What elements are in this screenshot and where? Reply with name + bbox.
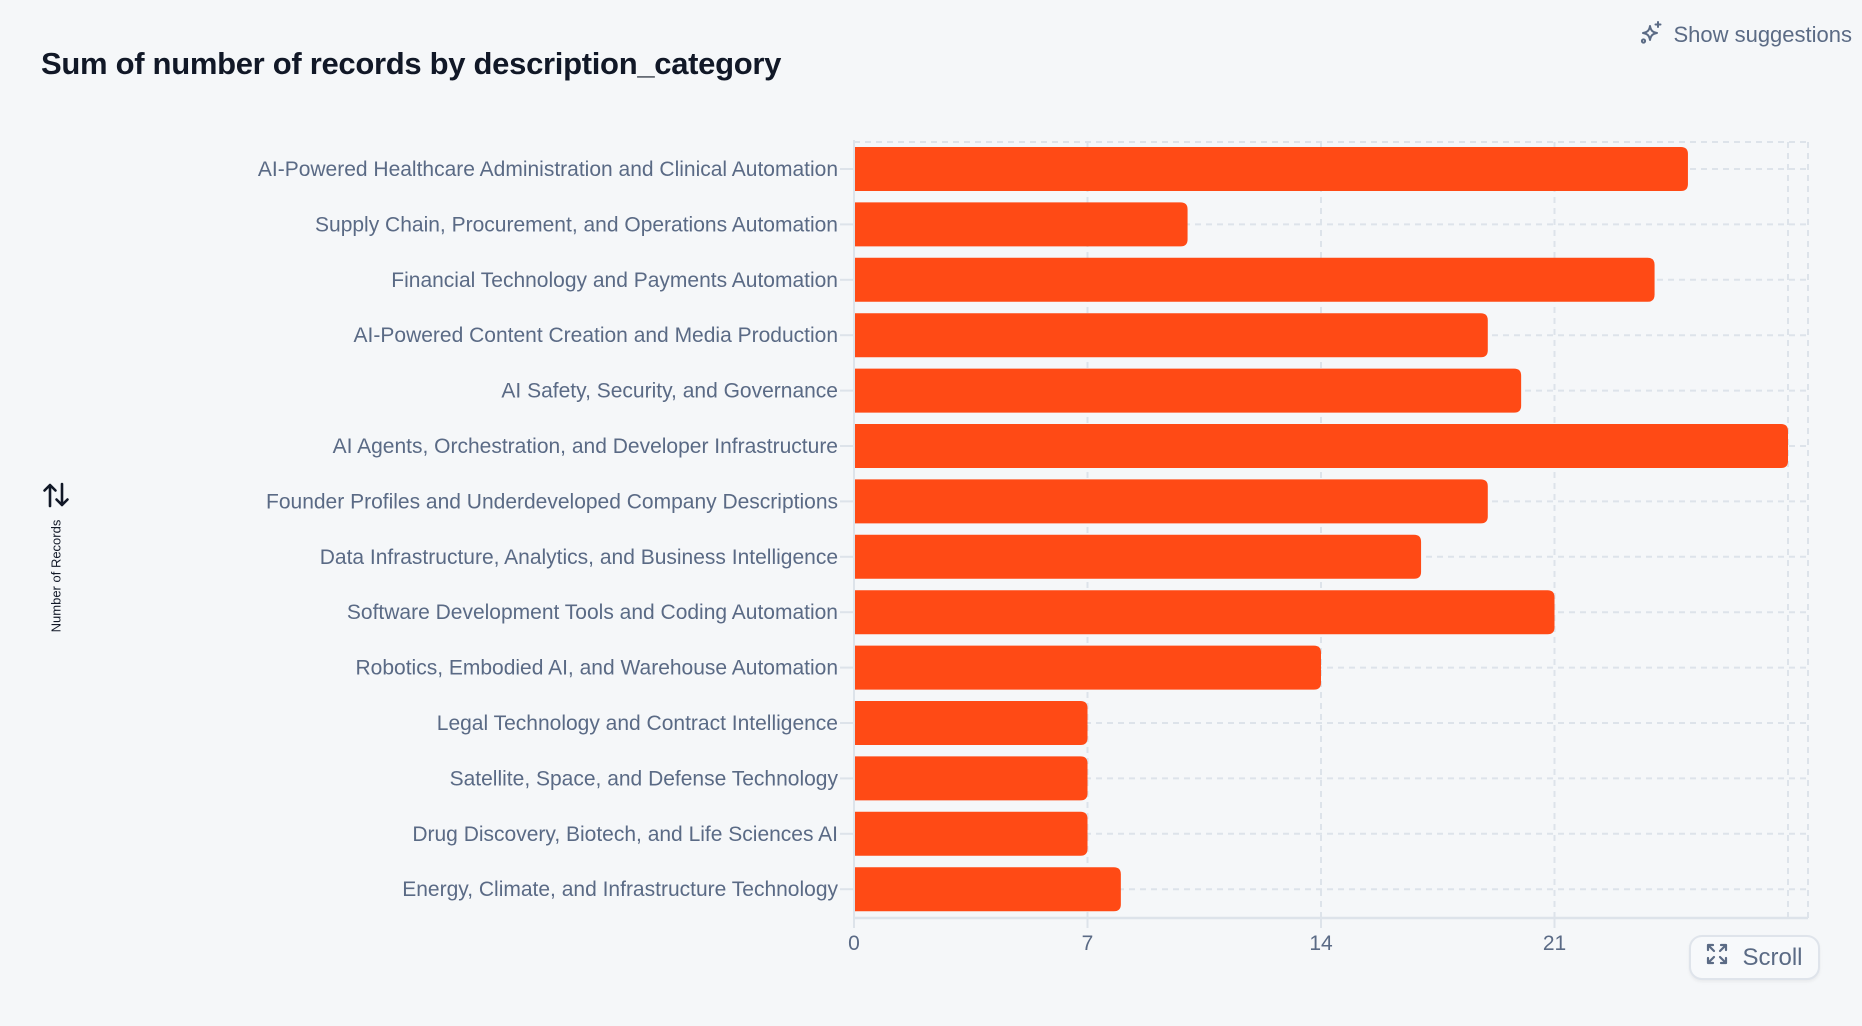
bar[interactable] (854, 811, 1088, 856)
category-label: AI-Powered Content Creation and Media Pr… (354, 324, 838, 347)
category-label: Energy, Climate, and Infrastructure Tech… (402, 878, 838, 901)
x-tick-label: 7 (1082, 932, 1094, 955)
category-label: Data Infrastructure, Analytics, and Busi… (320, 546, 838, 569)
sort-arrows-icon[interactable] (42, 482, 70, 508)
scroll-label: Scroll (1742, 943, 1803, 971)
category-label: AI Agents, Orchestration, and Developer … (333, 435, 838, 458)
expand-icon (1706, 943, 1728, 972)
bar[interactable] (854, 756, 1088, 801)
bars (854, 147, 1788, 912)
category-label: Legal Technology and Contract Intelligen… (437, 712, 838, 735)
bar[interactable] (854, 701, 1088, 745)
category-label: Drug Discovery, Biotech, and Life Scienc… (412, 823, 838, 846)
bar[interactable] (854, 867, 1121, 912)
bar[interactable] (854, 479, 1488, 524)
bar[interactable] (854, 257, 1655, 302)
show-suggestions-label: Show suggestions (1673, 22, 1852, 47)
sparkles-icon (1640, 20, 1664, 50)
bar[interactable] (854, 313, 1488, 358)
x-tick-label: 14 (1309, 932, 1333, 955)
bar[interactable] (854, 202, 1188, 247)
category-label: Satellite, Space, and Defense Technology (450, 767, 839, 790)
bar[interactable] (854, 590, 1555, 635)
bar[interactable] (854, 368, 1522, 413)
axes: 0 7 14 21 (840, 140, 1808, 955)
category-label: Founder Profiles and Underdeveloped Comp… (266, 490, 838, 513)
chart-title: Sum of number of records by description_… (41, 46, 782, 81)
category-label: Software Development Tools and Coding Au… (347, 601, 838, 624)
category-label: AI Safety, Security, and Governance (501, 380, 838, 403)
bar[interactable] (854, 645, 1321, 690)
category-label: AI-Powered Healthcare Administration and… (258, 158, 838, 181)
bar[interactable] (854, 534, 1422, 579)
category-label: Supply Chain, Procurement, and Operation… (315, 213, 838, 236)
bar[interactable] (854, 147, 1688, 191)
x-tick-label: 0 (848, 932, 860, 955)
show-suggestions-button[interactable]: Show suggestions (1640, 20, 1852, 50)
category-label: Robotics, Embodied AI, and Warehouse Aut… (355, 657, 838, 680)
x-tick-label: 21 (1543, 932, 1566, 955)
scroll-button[interactable]: Scroll (1689, 935, 1820, 980)
bar[interactable] (854, 424, 1788, 468)
category-labels: AI-Powered Healthcare Administration and… (258, 158, 839, 901)
category-label: Financial Technology and Payments Automa… (391, 269, 838, 292)
